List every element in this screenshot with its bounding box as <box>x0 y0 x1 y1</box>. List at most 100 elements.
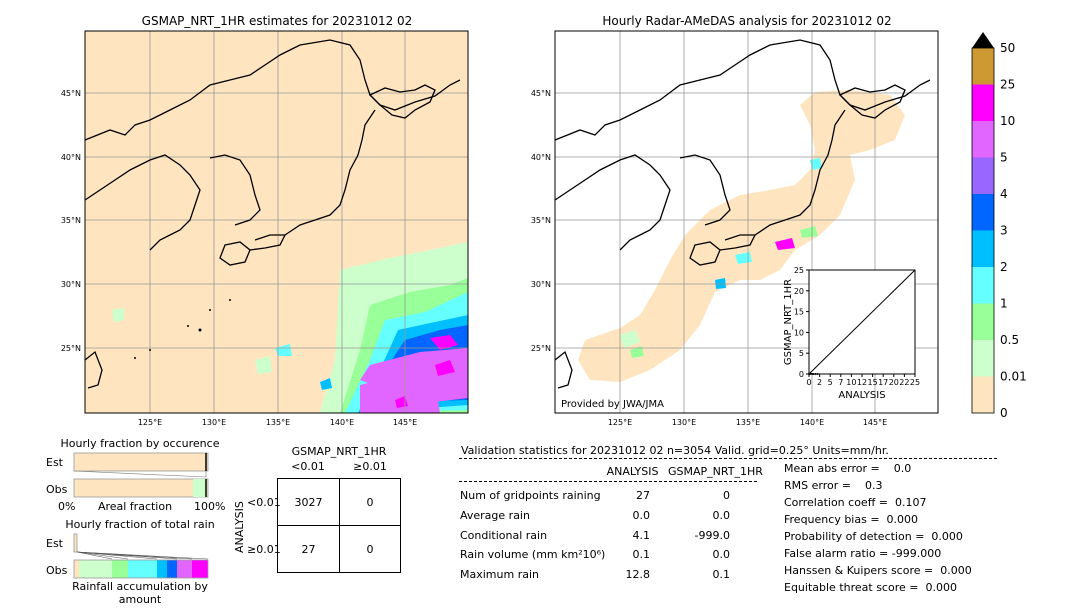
contingency-row-header: <0.01 <box>247 496 281 509</box>
colorbar-band <box>972 84 994 121</box>
scatter-point <box>812 373 815 375</box>
scatter-ytick-label: 15 <box>794 308 804 317</box>
contingency-col-header: ≥0.01 <box>353 460 387 473</box>
colorbar-label: 5 <box>1000 151 1008 165</box>
right-lon-label: 125°E <box>608 418 632 427</box>
colorbar-label: 50 <box>1000 41 1015 55</box>
score-line: Equitable threat score = 0.000 <box>784 581 957 594</box>
stat-gsmap: -999.0 <box>694 529 730 542</box>
scatter-ytick-label: 10 <box>794 328 804 337</box>
validation-header: Validation statistics for 20231012 02 n=… <box>461 444 889 457</box>
left-lon-label: 130°E <box>202 418 226 427</box>
validation-col-gsmap: GSMAP_NRT_1HR <box>668 465 763 478</box>
occurrence-bars <box>73 452 209 498</box>
scatter-xtick-label: 12 <box>857 378 867 387</box>
stat-gsmap: 0.0 <box>712 548 731 561</box>
colorbar-band <box>972 303 994 340</box>
right-lat-labels: 45°N 40°N 35°N 30°N 25°N <box>531 89 551 353</box>
colorbar-band <box>972 157 994 194</box>
stat-analysis: 0.0 <box>632 509 651 522</box>
scatter-xtick-label: 5 <box>828 378 833 387</box>
left-rain-field <box>112 242 468 413</box>
tot-obs-seg-4 <box>157 560 167 578</box>
left-lon-labels: 125°E 130°E 135°E 140°E 145°E <box>138 418 417 427</box>
contingency-cell: 3027 <box>294 496 323 509</box>
occ-xlabel: Areal fraction <box>97 500 173 513</box>
data-credit: Provided by JWA/JMA <box>561 399 664 410</box>
right-lon-label: 145°E <box>863 418 887 427</box>
tot-est-label: Est <box>46 537 63 550</box>
right-lon-label: 130°E <box>672 418 696 427</box>
scatter-xtick-label: 15 <box>868 378 878 387</box>
left-lat-label: 25°N <box>61 344 81 353</box>
score-line: Frequency bias = 0.000 <box>784 513 919 526</box>
scatter-xtick-label: 25 <box>910 378 920 387</box>
stat-label: Conditional rain <box>460 529 548 542</box>
tot-obs-seg-0 <box>74 560 79 578</box>
score-line: Hanssen & Kuipers score = 0.000 <box>784 564 972 577</box>
score-line: Mean abs error = 0.0 <box>784 462 912 475</box>
colorbar: 50 25 10 5 4 3 2 1 0.5 0.01 0 <box>971 32 1027 420</box>
colorbar-label: 1 <box>1000 297 1008 311</box>
occ-obs-bar <box>73 478 209 498</box>
colorbar-label: 3 <box>1000 224 1008 238</box>
total-rain-bars <box>73 533 209 579</box>
score-line: Correlation coeff = 0.107 <box>784 496 927 509</box>
left-lon-label: 135°E <box>266 418 290 427</box>
left-lat-label: 40°N <box>61 153 81 162</box>
scatter-ytick-label: 5 <box>799 349 804 358</box>
tot-obs-seg-3 <box>128 560 157 578</box>
scatter-ytick-label: 0 <box>799 370 804 379</box>
right-lat-label: 40°N <box>531 153 551 162</box>
score-line: RMS error = 0.3 <box>784 479 883 492</box>
scatter-xtick-label: 7 <box>838 378 843 387</box>
colorbar-band <box>972 340 994 377</box>
colorbar-label: 4 <box>1000 187 1008 201</box>
contingency-cell: 0 <box>366 543 374 556</box>
colorbar-band <box>972 267 994 304</box>
colorbar-extend-arrow <box>972 32 994 48</box>
stat-label: Average rain <box>460 509 530 522</box>
tot-obs-seg-5 <box>167 560 177 578</box>
colorbar-label: 25 <box>1000 78 1015 92</box>
validation-divider <box>459 458 997 459</box>
right-lat-label: 30°N <box>531 280 551 289</box>
stat-analysis: 27 <box>636 489 650 502</box>
contingency-cell: 27 <box>301 543 316 556</box>
occ-axis-left: 0% <box>58 500 76 513</box>
occ-obs-label: Obs <box>46 483 68 496</box>
contingency-title: GSMAP_NRT_1HR <box>291 445 387 458</box>
contingency-row-header: ≥0.01 <box>247 543 281 556</box>
left-lat-label: 30°N <box>61 280 81 289</box>
colorbar-band <box>972 376 994 413</box>
occurrence-title: Hourly fraction by occurence <box>60 437 220 450</box>
occ-axis-right: 100% <box>194 500 226 513</box>
stat-gsmap: 0.1 <box>712 568 731 581</box>
right-lon-label: 135°E <box>736 418 760 427</box>
score-line: Probability of detection = 0.000 <box>784 530 963 543</box>
stat-analysis: 0.1 <box>632 548 651 561</box>
contingency-grid: 3027 0 27 0 <box>277 478 401 573</box>
stat-gsmap: 0 <box>723 489 730 502</box>
scatter-ylabel: GSMAP_NRT_1HR <box>783 279 794 365</box>
validation-subdivider <box>459 481 757 482</box>
right-lat-label: 25°N <box>531 344 551 353</box>
colorbar-band <box>972 121 994 158</box>
scatter-xtick-label: 20 <box>889 378 899 387</box>
left-lon-label: 125°E <box>138 418 162 427</box>
right-lon-labels: 125°E 130°E 135°E 140°E 145°E <box>608 418 887 427</box>
tot-obs-label: Obs <box>46 564 68 577</box>
tot-obs-seg-1 <box>79 560 112 578</box>
occ-obs-bar-rain <box>193 479 207 497</box>
score-line: False alarm ratio = -999.000 <box>784 547 942 560</box>
colorbar-label: 0.5 <box>1000 333 1019 347</box>
colorbar-label: 0.01 <box>1000 370 1027 384</box>
colorbar-band <box>972 48 994 85</box>
stat-label: Num of gridpoints raining <box>460 489 601 502</box>
stat-analysis: 12.8 <box>625 568 651 581</box>
left-islands <box>134 299 231 359</box>
colorbar-band <box>972 194 994 231</box>
scatter-ytick-label: 20 <box>794 287 804 296</box>
scatter-point <box>816 373 819 375</box>
